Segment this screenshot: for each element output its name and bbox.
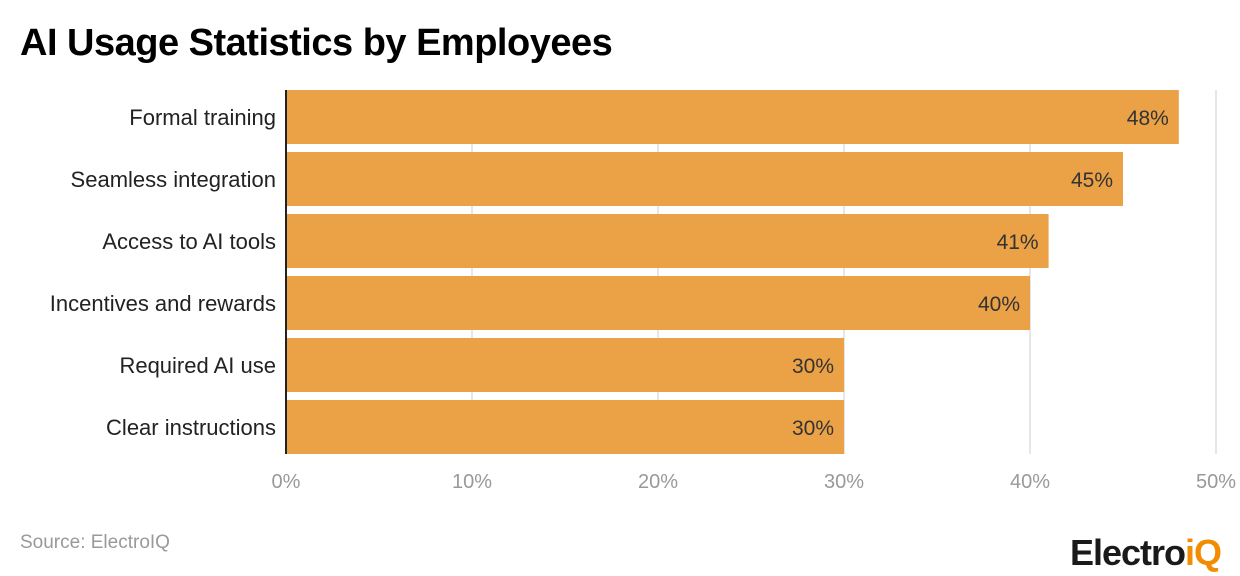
bar [286,400,844,454]
data-label: 41% [997,231,1039,254]
bar [286,276,1030,330]
x-tick-label: 10% [452,471,492,493]
data-label: 40% [978,293,1020,316]
category-label: Required AI use [119,353,276,378]
x-tick-label: 50% [1196,471,1236,493]
chart-title: AI Usage Statistics by Employees [20,22,613,64]
bar [286,338,844,392]
category-label: Clear instructions [106,415,276,440]
logo-accent: iQ [1185,532,1222,573]
bar [286,90,1179,144]
data-label: 30% [792,417,834,440]
data-label: 30% [792,355,834,378]
bar [286,152,1123,206]
data-label: 48% [1127,107,1169,130]
category-label: Formal training [129,105,276,130]
category-label: Access to AI tools [102,229,276,254]
electroiq-logo: ElectroiQ [1070,532,1222,574]
x-tick-label: 30% [824,471,864,493]
category-label: Incentives and rewards [50,291,276,316]
x-tick-label: 0% [272,471,301,493]
bar [286,214,1049,268]
logo-text: Electro [1070,532,1186,573]
x-tick-label: 40% [1010,471,1050,493]
source-note: Source: ElectroIQ [20,532,170,553]
category-label: Seamless integration [71,167,276,192]
data-label: 45% [1071,169,1113,192]
x-tick-label: 20% [638,471,678,493]
